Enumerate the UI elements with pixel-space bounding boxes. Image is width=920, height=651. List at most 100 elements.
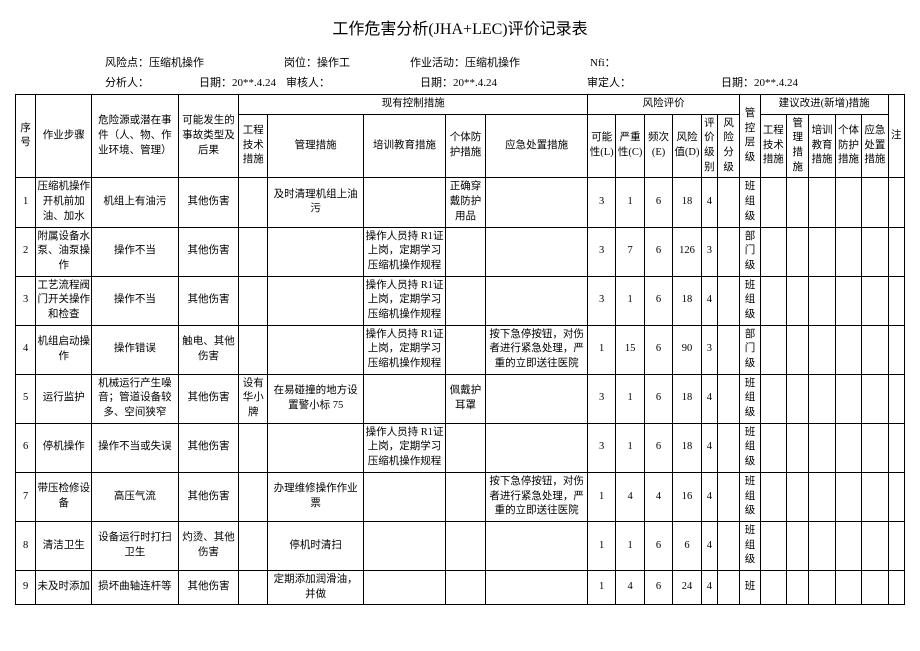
cell: 班组级 (740, 472, 760, 521)
cell: 4 (616, 570, 644, 604)
cell: 126 (673, 227, 701, 276)
cell (862, 178, 888, 227)
cell (888, 227, 904, 276)
cell (239, 276, 267, 325)
cell (862, 227, 888, 276)
h-lvl: 评价级别 (701, 114, 717, 178)
cell: 6 (644, 325, 672, 374)
table-header: 序号 作业步骤 危险源或潜在事件（人、物、作业环境、管理） 可能发生的事故类型及… (16, 95, 905, 178)
cell: 停机操作 (36, 423, 92, 472)
cell (486, 570, 588, 604)
cell (267, 227, 364, 276)
meta-row-1: 风险点：压缩机操作 岗位：操作工 作业活动：压缩机操作 Nfi： (15, 54, 905, 70)
cell (888, 570, 904, 604)
cell (835, 178, 861, 227)
cell (835, 276, 861, 325)
cell: 班组级 (740, 276, 760, 325)
cell: 4 (701, 521, 717, 570)
cell (267, 423, 364, 472)
cell (760, 276, 786, 325)
cell (486, 374, 588, 423)
cell: 18 (673, 374, 701, 423)
cell (717, 423, 739, 472)
cell (787, 374, 809, 423)
risk-point-label: 风险点： (105, 57, 149, 69)
cell: 操作不当或失误 (92, 423, 178, 472)
cell: 7 (616, 227, 644, 276)
cell: 其他伤害 (178, 570, 239, 604)
cell (239, 472, 267, 521)
cell: 6 (644, 423, 672, 472)
nfi-label: Nfi： (590, 57, 616, 69)
cell: 6 (644, 570, 672, 604)
cell (717, 178, 739, 227)
reviewer-label: 审核人： (286, 77, 330, 89)
cell (760, 178, 786, 227)
cell: 其他伤害 (178, 178, 239, 227)
cell: 其他伤害 (178, 276, 239, 325)
cell: 90 (673, 325, 701, 374)
h-riskeval: 风险评价 (587, 95, 739, 115)
cell: 1 (616, 374, 644, 423)
cell: 4 (616, 472, 644, 521)
h-emerg: 应急处置措施 (486, 114, 588, 178)
cell (364, 570, 445, 604)
cell (862, 276, 888, 325)
position-value: 操作工 (317, 57, 350, 69)
h-E: 频次(E) (644, 114, 672, 178)
cell: 高压气流 (92, 472, 178, 521)
cell: 16 (673, 472, 701, 521)
cell (809, 472, 835, 521)
cell: 24 (673, 570, 701, 604)
cell: 18 (673, 178, 701, 227)
h-cons: 可能发生的事故类型及后果 (178, 95, 239, 178)
h-L: 可能性(L) (587, 114, 615, 178)
cell (364, 178, 445, 227)
cell (760, 227, 786, 276)
cell: 部门级 (740, 325, 760, 374)
cell (862, 570, 888, 604)
cell (717, 374, 739, 423)
table-row: 5运行监护机械运行产生噪音；管道设备较多、空间狭窄其他伤害设有华小牌在易碰撞的地… (16, 374, 905, 423)
h-note: 注 (888, 95, 904, 178)
cell: 15 (616, 325, 644, 374)
cell (445, 472, 486, 521)
cell: 办理维修操作作业票 (267, 472, 364, 521)
cell: 压缩机操作开机前加油、加水 (36, 178, 92, 227)
cell: 损坏曲轴连杆等 (92, 570, 178, 604)
cell (862, 423, 888, 472)
h-ppe: 个体防护措施 (445, 114, 486, 178)
table-row: 8清洁卫生设备运行时打扫卫生灼烫、其他伤害停机时清扫11664班组级 (16, 521, 905, 570)
cell: 6 (16, 423, 36, 472)
table-row: 1压缩机操作开机前加油、加水机组上有油污其他伤害及时清理机组上油污正确穿戴防护用… (16, 178, 905, 227)
table-row: 4机组启动操作操作错误触电、其他伤害操作人员持 R1证上岗，定期学习压缩机操作规… (16, 325, 905, 374)
cell: 操作人员持 R1证上岗，定期学习压缩机操作规程 (364, 227, 445, 276)
cell: 运行监护 (36, 374, 92, 423)
cell: 按下急停按钮，对伤者进行紧急处理，严重的立即送往医院 (486, 472, 588, 521)
cell: 机组上有油污 (92, 178, 178, 227)
cell (486, 521, 588, 570)
cell (888, 374, 904, 423)
h-hazard: 危险源或潜在事件（人、物、作业环境、管理） (92, 95, 178, 178)
cell: 3 (587, 227, 615, 276)
cell: 触电、其他伤害 (178, 325, 239, 374)
cell: 班组级 (740, 374, 760, 423)
cell (760, 423, 786, 472)
cell: 18 (673, 276, 701, 325)
cell (835, 325, 861, 374)
cell (267, 276, 364, 325)
date2-value: 20**.4.24 (453, 77, 497, 89)
cell: 设备运行时打扫卫生 (92, 521, 178, 570)
date3-label: 日期： (721, 77, 754, 89)
cell (445, 325, 486, 374)
cell: 1 (616, 521, 644, 570)
h-semerg: 应急处置措施 (862, 114, 888, 178)
cell: 其他伤害 (178, 472, 239, 521)
h-suggest: 建议改进(新增)措施 (760, 95, 888, 115)
cell (835, 570, 861, 604)
cell (717, 227, 739, 276)
h-D: 风险值(D) (673, 114, 701, 178)
h-step: 作业步骤 (36, 95, 92, 178)
cell (809, 374, 835, 423)
cell: 6 (644, 178, 672, 227)
